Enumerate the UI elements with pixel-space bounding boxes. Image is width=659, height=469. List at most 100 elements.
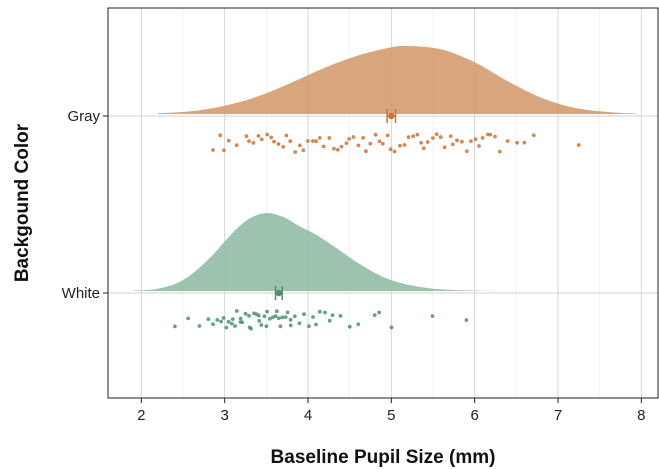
point-gray (247, 139, 251, 144)
point-white (247, 313, 251, 318)
point-white (233, 324, 237, 328)
x-tick-label: 8 (637, 407, 645, 424)
point-gray (406, 135, 411, 140)
point-white (317, 309, 322, 314)
point-white (273, 314, 278, 318)
point-gray (425, 140, 430, 144)
point-gray (317, 136, 322, 140)
point-gray (488, 132, 493, 137)
point-gray (281, 144, 286, 149)
point-gray (421, 146, 426, 151)
point-white (265, 309, 269, 314)
point-white (288, 317, 293, 322)
point-gray (477, 144, 481, 148)
point-white (464, 318, 469, 322)
point-gray (450, 142, 455, 147)
point-gray (388, 147, 393, 152)
point-gray (460, 139, 464, 144)
x-axis-title: Baseline Pupil Size (mm) (271, 447, 496, 468)
point-white (262, 314, 267, 319)
point-white (274, 309, 279, 314)
point-white (234, 309, 239, 313)
point-gray (473, 137, 478, 142)
point-white (330, 313, 335, 317)
y-tick-label-white: White (62, 285, 100, 302)
point-gray (464, 149, 469, 154)
point-gray (335, 147, 340, 152)
point-white (302, 312, 306, 317)
point-gray (356, 143, 361, 148)
plot-panel-border (107, 7, 659, 399)
point-gray (259, 137, 264, 142)
point-gray (398, 143, 402, 148)
mean-intervals (274, 109, 397, 300)
point-gray (314, 139, 318, 144)
point-white (224, 325, 229, 330)
mean-point-white (275, 289, 283, 297)
point-white (197, 324, 202, 328)
point-white (283, 315, 288, 319)
point-white (288, 323, 293, 328)
x-tick-label: 4 (304, 407, 312, 424)
point-gray (522, 140, 527, 145)
point-white (215, 318, 220, 322)
point-white (219, 319, 224, 324)
point-gray (377, 139, 382, 144)
point-gray (351, 135, 356, 139)
point-white (256, 313, 261, 318)
point-gray (306, 139, 310, 143)
point-gray (419, 140, 423, 145)
point-white (240, 320, 245, 325)
point-gray (380, 141, 385, 146)
point-gray (431, 136, 435, 141)
point-gray (442, 145, 447, 150)
point-white (314, 322, 318, 327)
point-white (430, 314, 435, 318)
point-white (389, 325, 394, 330)
point-gray (298, 143, 302, 148)
point-gray (339, 144, 344, 149)
point-gray (222, 148, 226, 153)
point-gray (234, 143, 239, 148)
point-white (259, 323, 264, 327)
point-gray (385, 133, 390, 138)
point-white (311, 315, 315, 319)
jitter-points (173, 132, 581, 331)
point-white (307, 324, 311, 328)
point-gray (515, 140, 519, 145)
point-gray (310, 139, 315, 143)
point-white (211, 322, 215, 327)
point-gray (272, 139, 276, 144)
point-white (186, 316, 191, 321)
point-white (221, 316, 226, 320)
point-white (243, 311, 248, 316)
point-gray (301, 148, 306, 153)
point-gray (293, 150, 298, 154)
point-gray (392, 149, 397, 154)
point-gray (284, 133, 289, 138)
point-gray (226, 138, 231, 143)
point-gray (415, 132, 420, 137)
point-white (206, 317, 211, 321)
density-gray (158, 45, 638, 114)
point-white (292, 314, 297, 319)
point-gray (344, 141, 349, 146)
point-gray (288, 139, 293, 144)
point-gray (576, 143, 581, 147)
point-gray (269, 135, 274, 140)
point-gray (531, 133, 536, 138)
point-white (264, 324, 269, 329)
point-gray (332, 146, 336, 151)
point-white (285, 310, 290, 315)
point-gray (361, 136, 365, 140)
point-gray (321, 144, 326, 149)
point-white (257, 319, 262, 323)
y-axis-title: Backgound Color (12, 123, 33, 282)
point-gray (211, 148, 216, 152)
point-white (297, 321, 302, 326)
point-gray (244, 134, 249, 139)
point-white (372, 313, 377, 317)
point-gray (455, 138, 459, 143)
point-gray (265, 132, 270, 137)
y-axis-ticks: Gray White (62, 108, 108, 302)
